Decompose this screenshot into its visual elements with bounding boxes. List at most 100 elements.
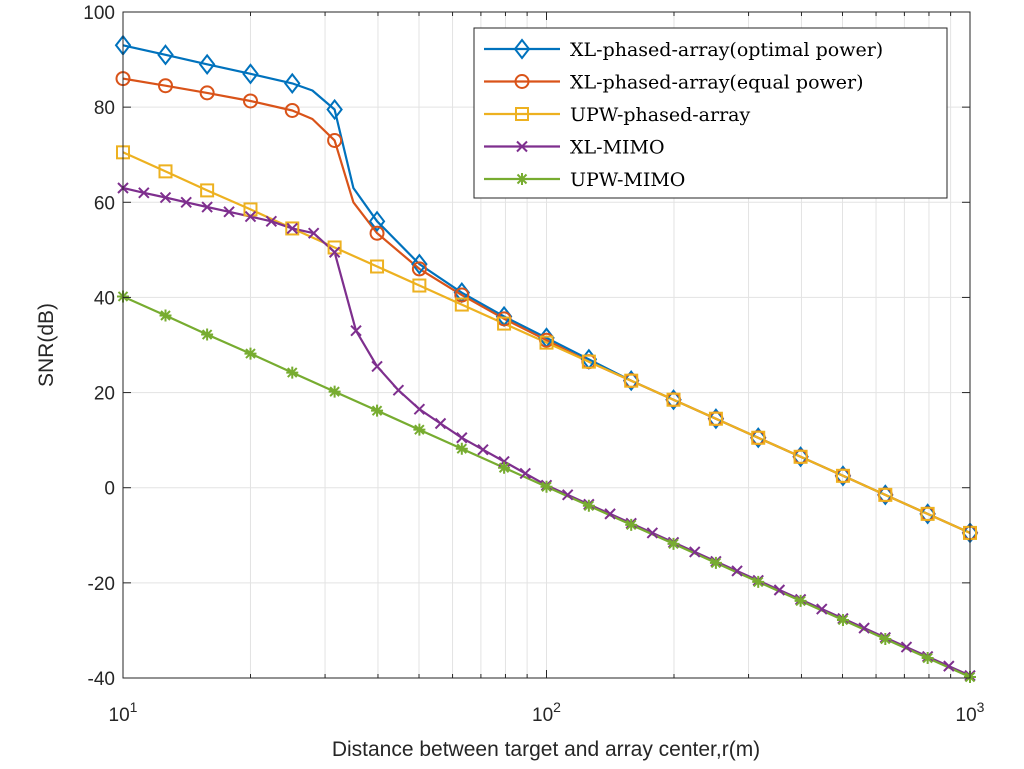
x-tick-label: 103 <box>956 699 985 726</box>
asterisk-marker <box>201 328 214 341</box>
asterisk-marker <box>413 423 426 436</box>
asterisk-marker <box>159 309 172 322</box>
square-marker <box>200 183 215 198</box>
x-marker <box>816 603 828 615</box>
square-marker <box>370 259 385 274</box>
square-marker <box>708 411 723 426</box>
x-marker <box>350 325 362 337</box>
x-marker <box>180 196 192 208</box>
x-tick-label: 101 <box>109 699 138 726</box>
diamond-marker <box>411 253 428 275</box>
y-tick-label: 20 <box>94 384 115 405</box>
x-axis-label: Distance between target and array center… <box>332 738 760 761</box>
x-marker <box>328 246 341 258</box>
square-marker <box>285 221 300 236</box>
x-marker <box>900 641 913 653</box>
x-marker <box>519 467 531 480</box>
square-marker <box>539 335 554 350</box>
diamond-marker <box>283 72 301 94</box>
x-marker <box>434 417 447 430</box>
asterisk-marker <box>625 518 638 531</box>
asterisk-marker <box>921 652 934 665</box>
square-marker <box>920 506 935 521</box>
legend-label: UPW-MIMO <box>570 169 685 191</box>
square-marker <box>624 373 639 388</box>
x-marker <box>371 360 383 373</box>
series-line-upw-phased-array <box>122 151 971 534</box>
legend-label: XL-phased-array(equal power) <box>570 72 864 94</box>
x-marker <box>943 660 955 672</box>
x-marker <box>477 443 489 456</box>
square-marker <box>878 487 893 502</box>
x-tick-label: 102 <box>532 699 561 726</box>
asterisk-marker <box>498 461 511 474</box>
x-marker <box>413 403 426 415</box>
asterisk-marker <box>328 385 341 398</box>
x-marker <box>392 384 405 396</box>
x-marker <box>286 222 298 235</box>
asterisk-marker <box>371 404 384 417</box>
y-tick-label: -40 <box>88 669 115 690</box>
asterisk-marker <box>244 347 257 360</box>
square-marker <box>835 468 850 483</box>
asterisk-marker <box>516 173 528 185</box>
x-marker <box>773 584 786 596</box>
x-marker <box>307 227 320 239</box>
circle-marker <box>284 102 300 118</box>
x-marker <box>159 191 172 204</box>
asterisk-marker <box>709 556 722 569</box>
x-marker <box>516 140 528 153</box>
legend-label: XL-MIMO <box>570 137 665 159</box>
y-tick-label: 0 <box>104 479 115 500</box>
square-marker <box>515 107 529 121</box>
square-marker <box>666 392 681 407</box>
x-marker <box>604 508 616 520</box>
square-marker <box>158 164 173 179</box>
asterisk-marker <box>540 480 553 493</box>
y-axis-label: SNR(dB) <box>35 303 58 387</box>
legend-label: UPW-phased-array <box>570 104 750 126</box>
circle-marker <box>242 93 258 109</box>
y-tick-label: 60 <box>94 193 115 214</box>
legend-label: XL-phased-array(optimal power) <box>570 39 883 61</box>
series-markers-upw-mimo <box>117 290 976 684</box>
circle-marker <box>199 85 215 101</box>
x-marker <box>646 527 659 539</box>
legend: XL-phased-array(optimal power) XL-phased-… <box>473 27 948 199</box>
asterisk-marker <box>794 594 807 607</box>
circle-marker <box>158 78 174 94</box>
square-marker <box>454 297 469 312</box>
axis-ticks <box>122 11 970 679</box>
x-marker <box>858 622 870 634</box>
y-tick-label: 100 <box>83 3 115 24</box>
asterisk-marker <box>455 442 468 455</box>
x-marker <box>223 206 235 218</box>
square-marker <box>581 354 596 369</box>
asterisk-marker <box>752 575 765 588</box>
diamond-marker <box>326 98 343 121</box>
y-tick-label: -20 <box>88 574 115 595</box>
square-marker <box>793 449 808 464</box>
asterisk-marker <box>836 613 849 626</box>
asterisk-marker <box>286 366 299 379</box>
diamond-marker <box>242 63 259 85</box>
x-marker <box>456 432 468 444</box>
circle-marker <box>411 261 427 277</box>
circle-marker <box>327 132 343 148</box>
x-marker <box>138 187 150 199</box>
y-tick-label: 80 <box>94 98 115 119</box>
x-marker <box>265 215 278 228</box>
diamond-marker <box>368 210 386 232</box>
x-marker <box>201 201 213 213</box>
y-tick-label: 40 <box>94 288 115 309</box>
x-marker <box>689 546 701 558</box>
x-marker <box>244 210 257 223</box>
diamond-marker <box>157 44 174 66</box>
asterisk-marker <box>667 537 680 550</box>
square-marker <box>497 316 512 331</box>
diamond-marker <box>513 38 531 60</box>
circle-marker <box>514 74 530 89</box>
diamond-marker <box>198 53 216 75</box>
asterisk-marker <box>879 632 892 645</box>
